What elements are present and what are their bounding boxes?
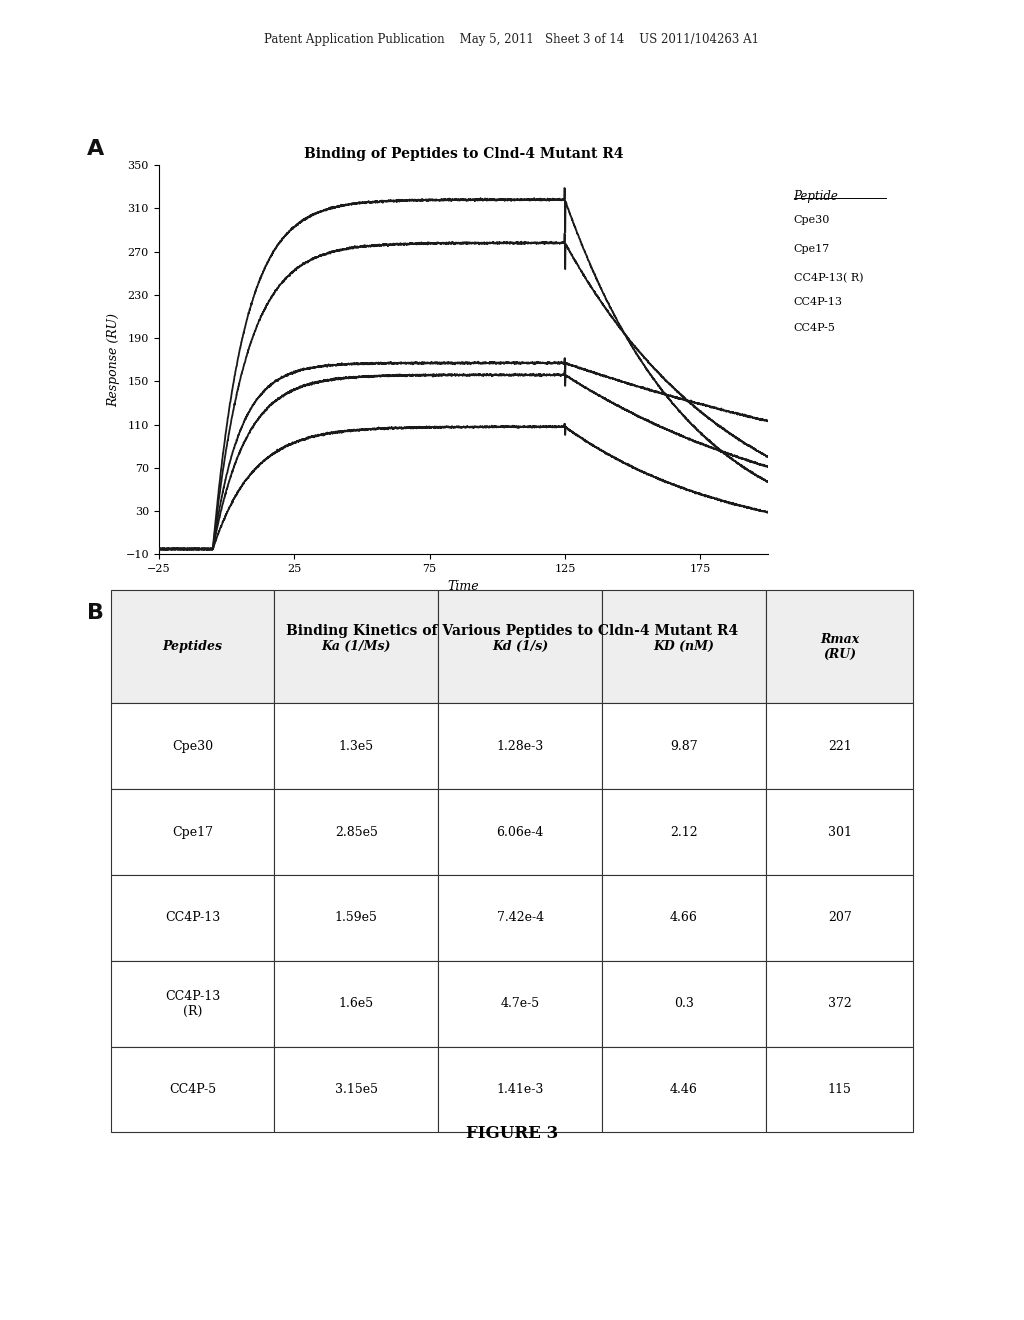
- Text: Cpe30: Cpe30: [794, 215, 830, 226]
- Y-axis label: Response (RU): Response (RU): [106, 313, 120, 407]
- Text: CC4P-13: CC4P-13: [794, 297, 843, 308]
- Text: Binding Kinetics of Various Peptides to Cldn-4 Mutant R4: Binding Kinetics of Various Peptides to …: [286, 624, 738, 639]
- Text: A: A: [87, 139, 104, 158]
- Text: Cpe17: Cpe17: [794, 244, 829, 255]
- Text: CC4P-13( R): CC4P-13( R): [794, 273, 863, 284]
- Text: FIGURE 3: FIGURE 3: [466, 1125, 558, 1142]
- X-axis label: Time: Time: [447, 579, 479, 593]
- Title: Binding of Peptides to Clnd-4 Mutant R4: Binding of Peptides to Clnd-4 Mutant R4: [303, 147, 624, 161]
- Text: CC4P-5: CC4P-5: [794, 323, 836, 334]
- Text: B: B: [87, 603, 104, 623]
- Text: Peptide: Peptide: [794, 190, 839, 203]
- Text: Patent Application Publication    May 5, 2011   Sheet 3 of 14    US 2011/104263 : Patent Application Publication May 5, 20…: [264, 33, 760, 46]
